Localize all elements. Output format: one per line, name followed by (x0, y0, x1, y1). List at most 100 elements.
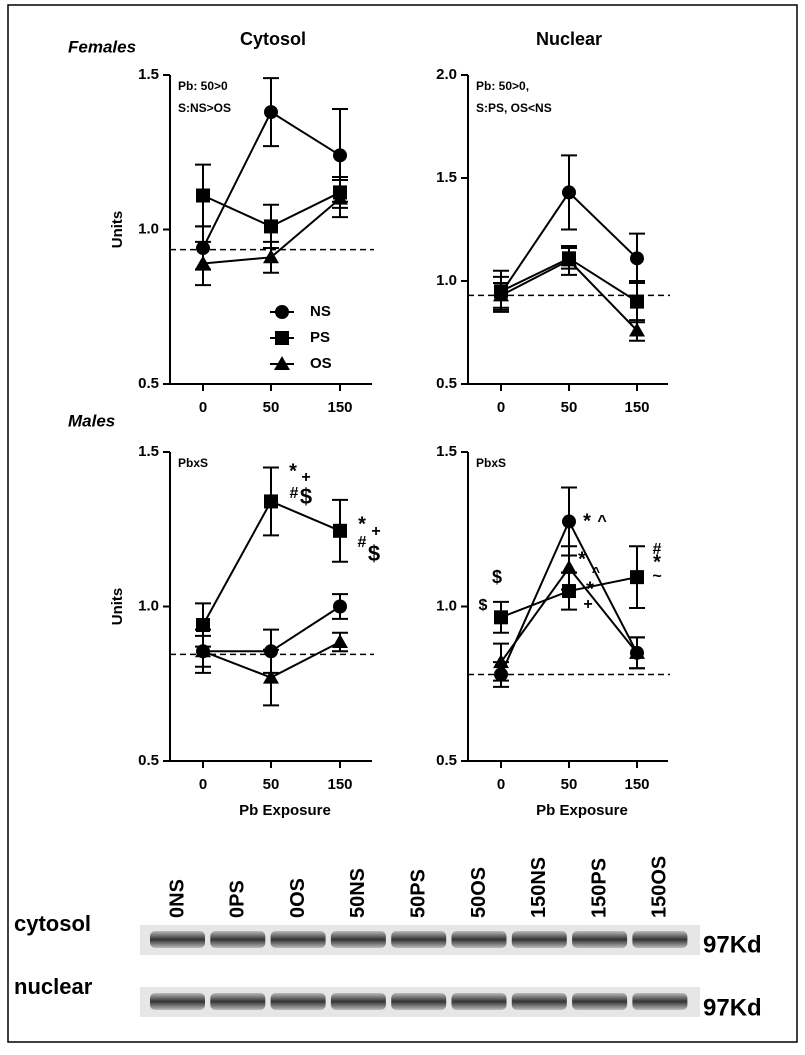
lane-label: 0NS (166, 879, 188, 918)
y-tick-label: 1.5 (436, 443, 457, 460)
x-tick-label: 0 (497, 399, 505, 416)
significance-mark: * (653, 551, 661, 573)
y-axis-label: Units (109, 211, 126, 249)
blot-band (270, 993, 326, 1010)
significance-mark: * (289, 460, 297, 482)
blot-row-label: cytosol (14, 911, 91, 936)
blot-band (451, 993, 507, 1010)
annotation: S:PS, OS<NS (476, 101, 552, 115)
significance-mark: $ (479, 597, 488, 614)
data-point (494, 610, 508, 625)
legend-marker (275, 305, 289, 319)
blot-band (330, 931, 386, 948)
data-point (196, 618, 210, 633)
row-header: Females (68, 37, 136, 56)
figure-border (7, 4, 798, 1043)
lane-label: 150PS (588, 858, 610, 918)
data-point (630, 251, 644, 266)
blot-band (632, 993, 688, 1010)
data-point (332, 634, 348, 649)
blot-size-label: 97Kd (703, 931, 762, 958)
x-tick-label: 150 (327, 399, 352, 416)
data-point (333, 148, 347, 163)
annotation: Pb: 50>0, (476, 79, 529, 93)
lane-label: 50PS (407, 869, 429, 918)
y-tick-label: 1.5 (138, 443, 159, 460)
data-point (195, 643, 211, 658)
data-point (263, 669, 279, 684)
data-point (630, 570, 644, 585)
significance-mark: * (583, 510, 591, 532)
x-tick-label: 0 (199, 399, 207, 416)
annotation: Pb: 50>0 (178, 79, 228, 93)
data-point (333, 523, 347, 538)
data-point (629, 644, 645, 659)
y-tick-label: 0.5 (138, 375, 159, 392)
data-point (562, 185, 576, 200)
lane-label: 50OS (468, 867, 490, 918)
data-point (195, 255, 211, 270)
data-point (264, 105, 278, 120)
blot-band (150, 931, 205, 948)
significance-mark: * (358, 513, 366, 535)
x-tick-label: 0 (199, 776, 207, 793)
significance-mark: # (290, 485, 299, 502)
lane-label: 150NS (528, 857, 550, 918)
blot-band (330, 993, 386, 1010)
blot-band (391, 931, 447, 948)
blot-band (632, 931, 688, 948)
data-point (333, 599, 347, 614)
legend-label: PS (310, 329, 330, 346)
y-tick-label: 0.5 (436, 752, 457, 769)
y-tick-label: 1.0 (436, 597, 457, 614)
blot-band (572, 993, 628, 1010)
x-tick-label: 150 (624, 399, 649, 416)
row-header: Males (68, 411, 115, 430)
data-point (264, 494, 278, 509)
blot-band (572, 931, 628, 948)
annotation: PbxS (178, 456, 208, 470)
data-point (561, 252, 577, 267)
x-axis-label: Pb Exposure (536, 802, 628, 819)
significance-mark: $ (368, 541, 380, 566)
significance-mark: # (358, 534, 367, 551)
significance-mark: * (578, 548, 586, 570)
data-point (562, 514, 576, 529)
data-point (629, 322, 645, 337)
blot-band (210, 931, 266, 948)
y-tick-label: 1.0 (138, 220, 159, 237)
lane-label: 0PS (227, 880, 249, 918)
column-header: Nuclear (536, 29, 602, 49)
y-tick-label: 0.5 (138, 752, 159, 769)
y-tick-label: 1.5 (138, 66, 159, 83)
blot-band (511, 993, 567, 1010)
data-point (561, 559, 577, 574)
legend-label: OS (310, 355, 332, 372)
data-point (630, 294, 644, 309)
blot-band (210, 993, 266, 1010)
legend-marker (274, 356, 290, 370)
significance-mark: + (371, 523, 380, 540)
x-tick-label: 50 (263, 399, 280, 416)
significance-mark: + (301, 469, 310, 486)
x-tick-label: 50 (561, 776, 578, 793)
data-point (332, 190, 348, 205)
legend-marker (275, 331, 289, 345)
significance-mark: ^ (592, 564, 600, 580)
x-tick-label: 0 (497, 776, 505, 793)
blot-band (511, 931, 567, 948)
blot-band (451, 931, 507, 948)
blot-band (270, 931, 326, 948)
data-point (264, 219, 278, 234)
data-point (493, 654, 509, 669)
y-tick-label: 2.0 (436, 66, 457, 83)
x-tick-label: 150 (327, 776, 352, 793)
data-point (263, 249, 279, 264)
lane-label: 150OS (649, 856, 671, 918)
data-point (196, 188, 210, 203)
y-tick-label: 1.0 (138, 597, 159, 614)
x-tick-label: 50 (561, 399, 578, 416)
significance-mark: * (586, 578, 594, 600)
